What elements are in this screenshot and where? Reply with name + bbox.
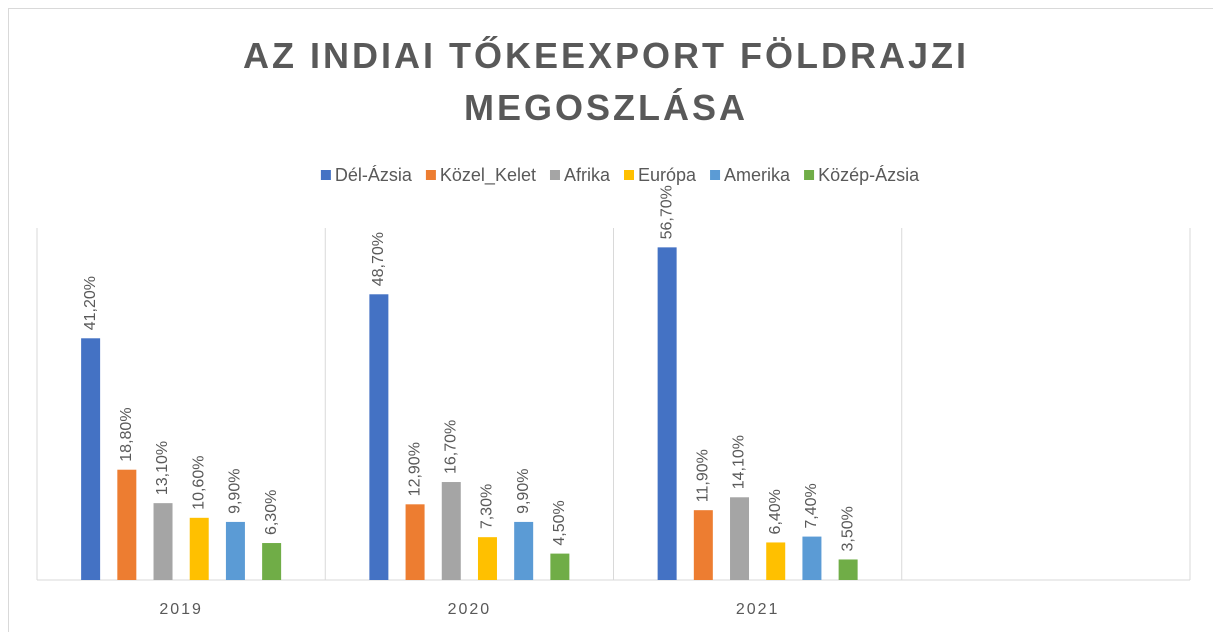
data-label: 10,60% bbox=[190, 456, 207, 510]
bar bbox=[441, 482, 461, 580]
data-label: 12,90% bbox=[406, 442, 423, 496]
x-tick-label: 2019 bbox=[159, 601, 203, 618]
bar bbox=[225, 521, 245, 580]
bar bbox=[693, 510, 713, 580]
legend-label: Közép-Ázsia bbox=[818, 165, 920, 185]
legend-swatch bbox=[320, 170, 331, 180]
legend-swatch bbox=[710, 170, 721, 180]
x-tick-label: 2020 bbox=[448, 601, 492, 618]
bar bbox=[838, 559, 858, 580]
data-label: 9,90% bbox=[227, 469, 244, 514]
bar bbox=[766, 542, 786, 580]
legend-label: Afrika bbox=[564, 165, 611, 185]
data-label: 16,70% bbox=[442, 420, 459, 474]
data-label: 9,90% bbox=[515, 469, 532, 514]
legend-swatch bbox=[624, 170, 634, 180]
data-label: 6,30% bbox=[263, 490, 280, 535]
bar bbox=[189, 517, 209, 580]
bar bbox=[802, 536, 822, 580]
data-label: 13,10% bbox=[154, 441, 171, 495]
legend-swatch bbox=[425, 170, 436, 180]
x-tick-label: 2021 bbox=[736, 601, 780, 618]
bar bbox=[369, 294, 389, 580]
bar bbox=[550, 553, 570, 580]
legend-swatch bbox=[804, 170, 815, 180]
bar bbox=[514, 521, 534, 580]
bar bbox=[117, 469, 137, 580]
data-label: 41,20% bbox=[82, 276, 99, 330]
bar bbox=[405, 504, 425, 580]
bar bbox=[81, 338, 101, 580]
bar bbox=[153, 503, 173, 580]
data-label: 3,50% bbox=[839, 506, 856, 551]
data-label: 56,70% bbox=[658, 185, 675, 239]
bar bbox=[657, 247, 677, 581]
bar bbox=[262, 543, 282, 580]
data-label: 48,70% bbox=[370, 232, 387, 286]
legend-label: Amerika bbox=[724, 165, 791, 185]
data-label: 7,30% bbox=[479, 484, 496, 529]
legend-label: Dél-Ázsia bbox=[335, 165, 413, 185]
legend-label: Európa bbox=[638, 165, 697, 185]
data-label: 11,90% bbox=[695, 449, 712, 502]
legend-label: Közel_Kelet bbox=[440, 165, 536, 186]
data-label: 4,50% bbox=[551, 500, 568, 545]
data-label: 14,10% bbox=[731, 435, 748, 489]
bar bbox=[477, 537, 497, 580]
legend-swatch bbox=[549, 170, 560, 180]
data-label: 18,80% bbox=[118, 407, 135, 461]
data-label: 7,40% bbox=[803, 483, 820, 528]
data-label: 6,40% bbox=[767, 489, 784, 534]
bar bbox=[730, 497, 750, 580]
chart-title: AZ INDIAI TŐKEEXPORT FÖLDRAJZI MEGOSZLÁS… bbox=[242, 35, 969, 128]
chart-border bbox=[8, 8, 1213, 632]
